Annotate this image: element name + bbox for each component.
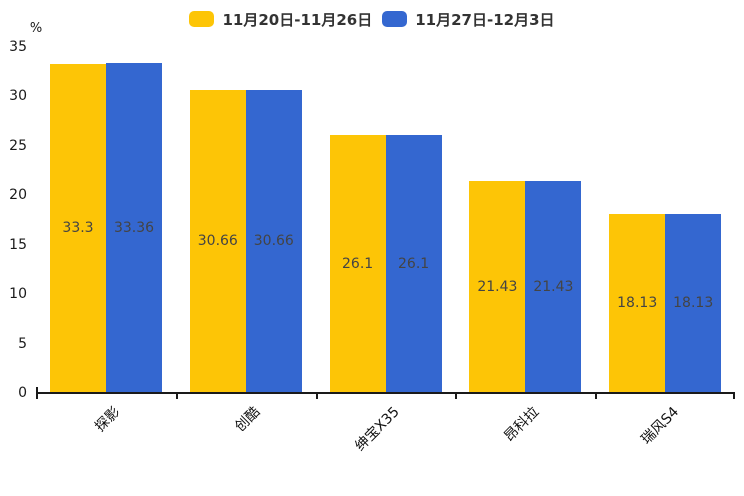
legend-label: 11月20日-11月26日	[222, 10, 373, 29]
x-axis-tick	[36, 394, 38, 399]
y-axis-tick-label: 0	[18, 385, 27, 401]
bar-value-label: 26.1	[398, 255, 430, 272]
bar-value-label: 21.43	[477, 279, 518, 296]
x-axis-category-label: 探影	[92, 404, 124, 436]
legend-item-series-2[interactable]: 11月27日-12月3日	[382, 9, 555, 30]
y-axis-tick-label: 15	[9, 236, 27, 253]
legend-swatch-icon	[382, 11, 408, 27]
x-axis-category-label: 绅宝X35	[352, 404, 403, 455]
x-axis-category-label: 创酷	[231, 404, 264, 436]
bar-value-label: 30.66	[253, 233, 294, 250]
bar-value-label: 33.3	[62, 220, 94, 237]
y-axis-tick-label: 25	[9, 137, 27, 154]
bar-value-label: 18.13	[617, 295, 658, 312]
legend: 11月20日-11月26日 11月27日-12月3日	[0, 6, 744, 32]
y-axis-tick-label: 30	[9, 88, 27, 105]
x-axis-tick	[455, 394, 458, 399]
x-axis-tick	[315, 394, 318, 399]
bar-series-1	[50, 63, 106, 393]
bar-value-label: 33.36	[113, 220, 155, 237]
x-axis-tick	[175, 394, 178, 399]
y-axis-tick-label: 5	[18, 335, 27, 352]
axis-origin-tick	[36, 387, 38, 392]
bar-series-2	[245, 89, 302, 393]
bar-series-1	[189, 89, 246, 393]
bar-value-label: 30.66	[197, 233, 238, 250]
bar-series-2	[525, 181, 582, 393]
legend-label: 11月27日-12月3日	[415, 10, 555, 29]
bar-series-2	[106, 63, 162, 393]
legend-item-series-1[interactable]: 11月20日-11月26日	[189, 9, 372, 30]
y-axis-tick-label: 20	[9, 187, 27, 204]
bar-series-1	[609, 213, 666, 393]
x-axis-tick	[733, 394, 735, 399]
bar-series-1	[469, 181, 526, 393]
x-axis-category-label: 昂科拉	[501, 404, 543, 446]
x-axis-category-label: 瑞风S4	[638, 404, 683, 448]
bar-value-label: 18.13	[673, 295, 714, 312]
bar-series-2	[665, 213, 722, 393]
bar-series-1	[329, 134, 386, 393]
x-axis-tick	[595, 394, 598, 399]
bar-series-2	[385, 134, 442, 393]
x-axis-line	[36, 392, 735, 394]
bar-value-label: 21.43	[533, 279, 574, 296]
y-axis-tick-label: 35	[9, 39, 27, 55]
y-axis-unit-label: %	[29, 21, 43, 36]
bar-value-label: 26.1	[342, 255, 374, 272]
y-axis-tick-label: 10	[9, 286, 27, 303]
legend-swatch-icon	[189, 11, 215, 27]
